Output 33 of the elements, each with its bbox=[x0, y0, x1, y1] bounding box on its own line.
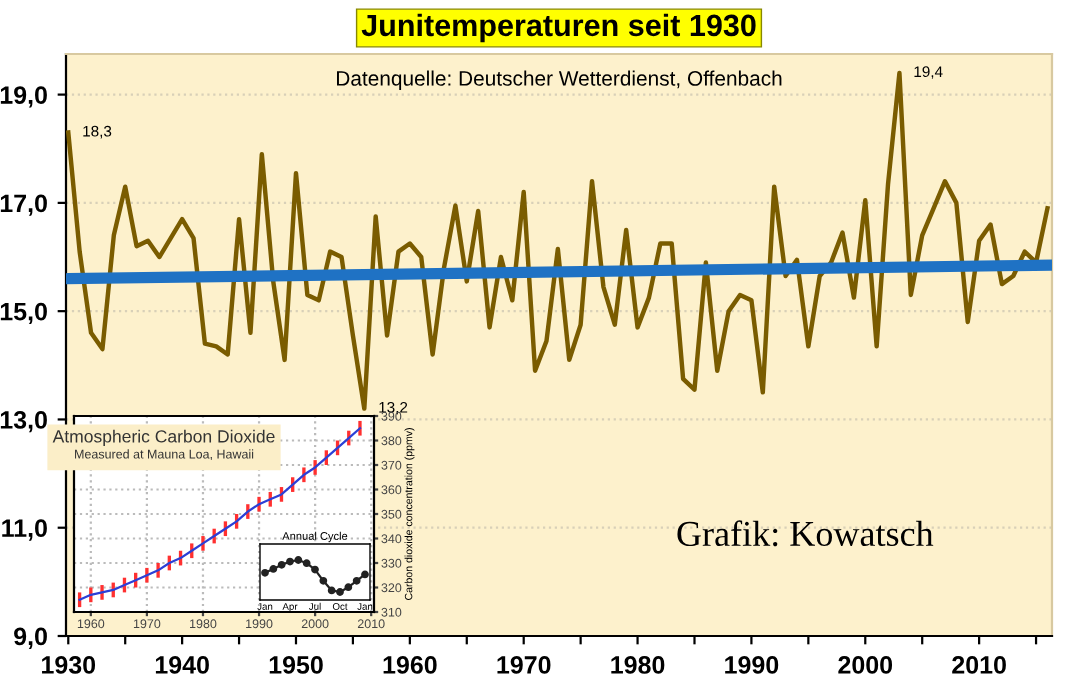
y-tick-label: 11,0 bbox=[2, 519, 47, 541]
y-tick-label: 13,0 bbox=[0, 411, 47, 433]
x-tick-label: 1960 bbox=[383, 656, 437, 674]
annotation: Grafik: Kowatsch bbox=[677, 520, 934, 547]
point bbox=[286, 557, 294, 566]
text: Atmospheric Carbon Dioxide bbox=[52, 429, 275, 447]
chart-title: Junitemperaturen seit 1930 bbox=[361, 13, 756, 43]
y-tick-label: 15,0 bbox=[0, 302, 47, 325]
y-tick-label: 9,0 bbox=[14, 627, 47, 649]
x-tick-label: 1940 bbox=[155, 656, 209, 674]
y-tick-label: 17,0 bbox=[0, 194, 47, 216]
x-tick-label: 2010 bbox=[952, 656, 1006, 674]
annotation: Datenquelle: Deutscher Wetterdienst, Offenbach bbox=[337, 70, 782, 90]
x-tick-label: 2000 bbox=[838, 656, 893, 674]
point bbox=[261, 568, 269, 577]
x-tick-label: 1980 bbox=[611, 656, 665, 674]
y-tick-label: 19,0 bbox=[0, 86, 47, 108]
point bbox=[352, 576, 361, 585]
x-tick-label: 1950 bbox=[269, 656, 323, 674]
point bbox=[319, 576, 328, 585]
point bbox=[327, 586, 336, 595]
point bbox=[277, 560, 286, 569]
x-tick-label: 1990 bbox=[725, 656, 779, 674]
point bbox=[361, 570, 369, 579]
line-series bbox=[66, 70, 1050, 411]
point bbox=[336, 588, 344, 596]
point bbox=[302, 559, 311, 568]
point bbox=[269, 565, 278, 573]
point bbox=[344, 583, 353, 592]
point bbox=[294, 556, 303, 564]
point bbox=[311, 565, 319, 574]
x-tick-label: 1970 bbox=[497, 656, 551, 674]
x-tick-label: 1930 bbox=[42, 656, 96, 674]
